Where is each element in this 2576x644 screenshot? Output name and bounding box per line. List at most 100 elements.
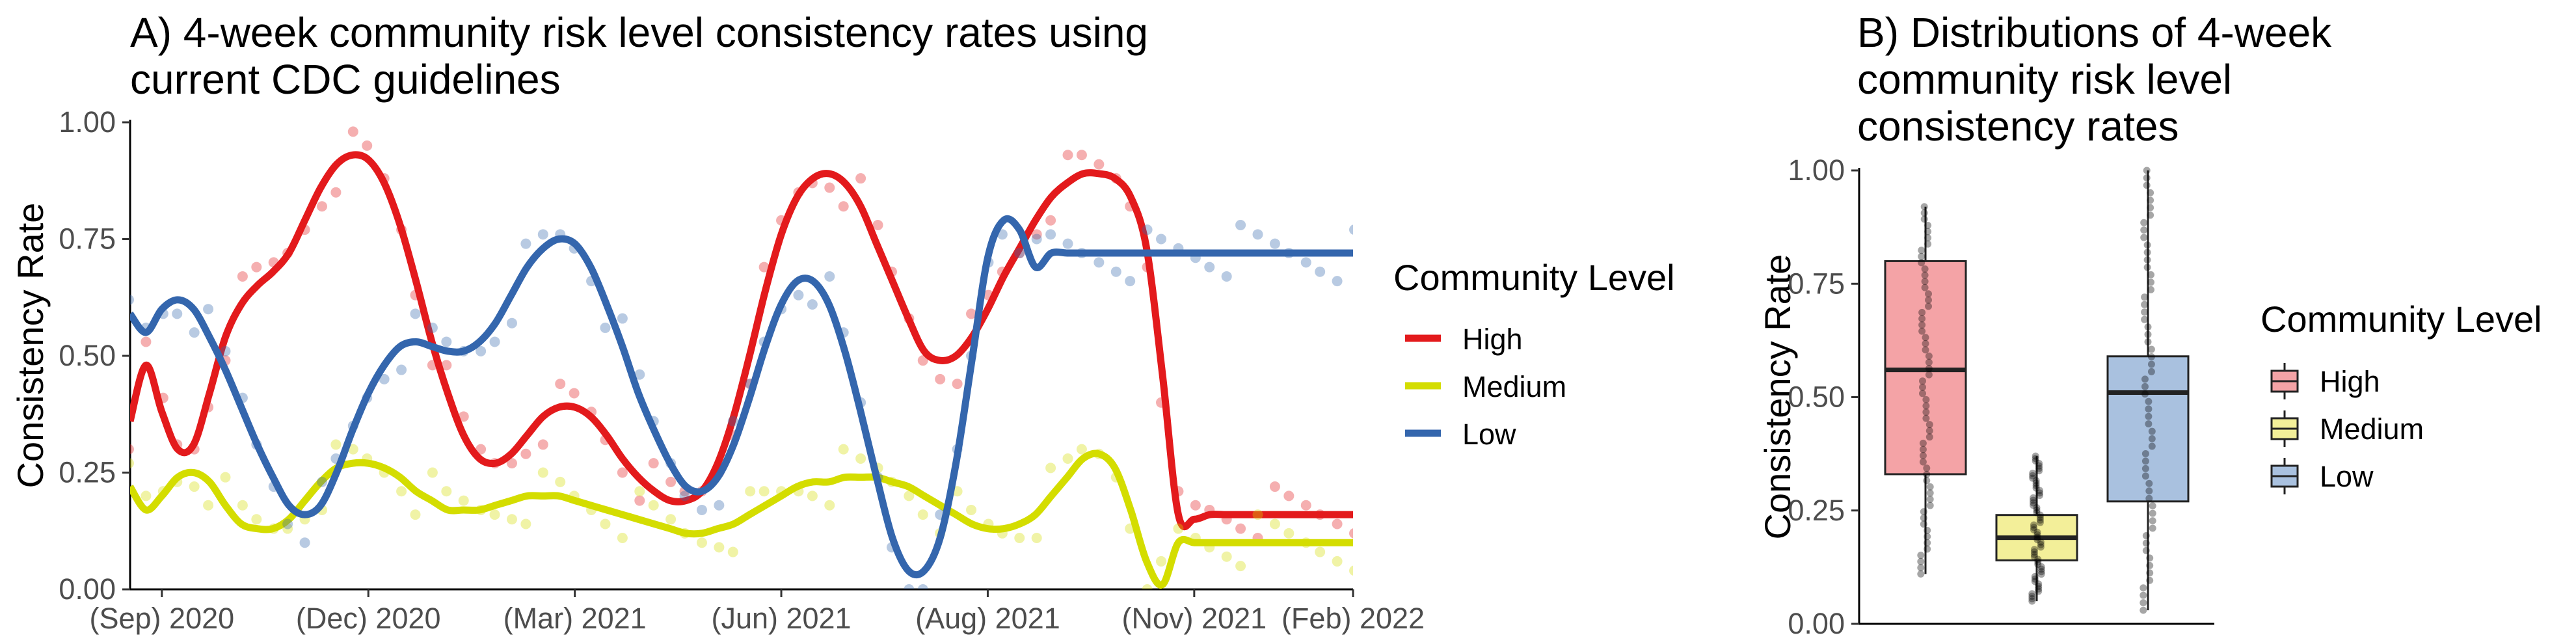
data-point-low bbox=[1110, 266, 1121, 277]
box-point-high bbox=[1926, 496, 1934, 503]
box-point-low bbox=[2146, 554, 2154, 562]
box-point-high bbox=[1917, 552, 1925, 559]
data-point-medium bbox=[1315, 546, 1326, 557]
data-point-low bbox=[203, 304, 214, 315]
legend-b-label-high: High bbox=[2320, 365, 2380, 398]
box-point-low bbox=[2147, 353, 2155, 360]
data-point-low bbox=[379, 373, 390, 384]
data-point-high bbox=[1332, 518, 1343, 530]
data-point-medium bbox=[807, 490, 818, 502]
data-point-medium bbox=[441, 486, 452, 497]
data-point-low bbox=[793, 289, 804, 301]
data-point-medium bbox=[1269, 518, 1280, 530]
series-line-low bbox=[130, 215, 1353, 579]
box-point-medium bbox=[2028, 597, 2036, 605]
data-point-low bbox=[727, 416, 738, 427]
box-point-medium bbox=[2030, 499, 2037, 507]
box-point-low bbox=[2140, 219, 2148, 226]
panel-a-x-tick-label: (Sep) 2020 bbox=[90, 602, 235, 635]
data-point-medium bbox=[396, 486, 407, 497]
box-point-high bbox=[1921, 265, 1929, 273]
box-point-medium bbox=[2036, 518, 2044, 526]
box-point-medium bbox=[2035, 585, 2043, 593]
data-point-low bbox=[714, 500, 725, 511]
box-point-high bbox=[1918, 252, 1925, 260]
box-point-high bbox=[1924, 234, 1932, 242]
data-point-high bbox=[1076, 150, 1087, 161]
legend-a-label-low: Low bbox=[1462, 418, 1516, 451]
box-point-low bbox=[2142, 539, 2150, 547]
data-point-low bbox=[506, 317, 517, 329]
data-point-high bbox=[935, 373, 946, 384]
panel-b-title-line1: B) Distributions of 4-week bbox=[1857, 9, 2332, 56]
box-point-low bbox=[2147, 278, 2154, 286]
data-point-high bbox=[1190, 500, 1201, 511]
data-point-high bbox=[569, 388, 580, 399]
box-point-medium bbox=[2028, 595, 2036, 602]
box-point-low bbox=[2145, 487, 2153, 495]
box-point-medium bbox=[2030, 524, 2037, 531]
box-point-low bbox=[2147, 345, 2155, 353]
box-point-low bbox=[2143, 256, 2151, 264]
box-point-high bbox=[1924, 526, 1931, 534]
box-point-medium bbox=[2032, 484, 2040, 492]
data-point-high bbox=[1093, 159, 1105, 170]
box-point-medium bbox=[2036, 489, 2043, 497]
data-point-low bbox=[679, 490, 690, 502]
data-point-high bbox=[476, 444, 487, 455]
data-point-high bbox=[648, 458, 659, 469]
panel-a-legend: Community Level High Medium Low bbox=[1393, 257, 1675, 451]
box-point-low bbox=[2143, 167, 2151, 174]
box-point-high bbox=[1920, 203, 1928, 211]
box-point-low bbox=[2141, 293, 2149, 301]
box-point-low bbox=[2149, 502, 2156, 510]
data-point-high bbox=[952, 379, 963, 390]
data-point-low bbox=[520, 238, 531, 249]
panel-a-legend-title: Community Level bbox=[1393, 257, 1675, 298]
data-point-high bbox=[1062, 150, 1073, 161]
panel-b-y-tick-label: 0.75 bbox=[1788, 267, 1845, 300]
box-point-high bbox=[1920, 514, 1927, 522]
box-point-high bbox=[1922, 402, 1930, 410]
data-point-high bbox=[316, 201, 327, 212]
box-point-medium bbox=[2032, 455, 2039, 463]
box-point-medium bbox=[2033, 536, 2041, 544]
panel-b-y-tick-label: 0.50 bbox=[1788, 381, 1845, 414]
box-point-high bbox=[1917, 557, 1925, 565]
data-point-high bbox=[617, 467, 628, 478]
panel-a-x-tick-label: (Nov) 2021 bbox=[1122, 602, 1267, 635]
box-point-medium bbox=[2030, 521, 2037, 529]
box-point-high bbox=[1925, 352, 1933, 360]
box-point-high bbox=[1920, 215, 1928, 223]
data-point-high bbox=[758, 262, 770, 273]
box-point-medium bbox=[2036, 492, 2043, 500]
data-point-high bbox=[237, 271, 248, 282]
data-point-high bbox=[537, 439, 548, 450]
data-point-high bbox=[506, 458, 517, 469]
data-point-medium bbox=[1031, 533, 1042, 544]
box-point-medium bbox=[2032, 479, 2040, 487]
panel-b-y-tick-label: 0.25 bbox=[1788, 494, 1845, 527]
box-point-high bbox=[1918, 327, 1926, 335]
box-point-high bbox=[1917, 570, 1925, 578]
data-point-medium bbox=[745, 486, 756, 497]
box-point-medium bbox=[2032, 457, 2039, 465]
box-point-low bbox=[2141, 382, 2149, 390]
data-point-low bbox=[1269, 238, 1280, 249]
legend-a-label-medium: Medium bbox=[1462, 370, 1566, 403]
data-point-low bbox=[617, 313, 628, 324]
box-point-high bbox=[1924, 240, 1932, 248]
box-point-medium bbox=[2034, 556, 2042, 563]
box-point-medium bbox=[2029, 472, 2037, 479]
panel-a-y-tick-label: 0.00 bbox=[59, 572, 116, 606]
data-point-medium bbox=[1156, 556, 1167, 567]
box-point-low bbox=[2146, 569, 2154, 577]
box-point-medium bbox=[2033, 509, 2041, 517]
data-point-low bbox=[1156, 234, 1167, 245]
panel-a-y-tick-label: 0.25 bbox=[59, 456, 116, 489]
data-point-high bbox=[1031, 229, 1042, 240]
data-point-high bbox=[347, 126, 358, 137]
panel-a-y-tick-label: 1.00 bbox=[59, 105, 116, 139]
panel-a-y-tick-label: 0.50 bbox=[59, 339, 116, 372]
panel-b-legend-title: Community Level bbox=[2261, 299, 2542, 340]
